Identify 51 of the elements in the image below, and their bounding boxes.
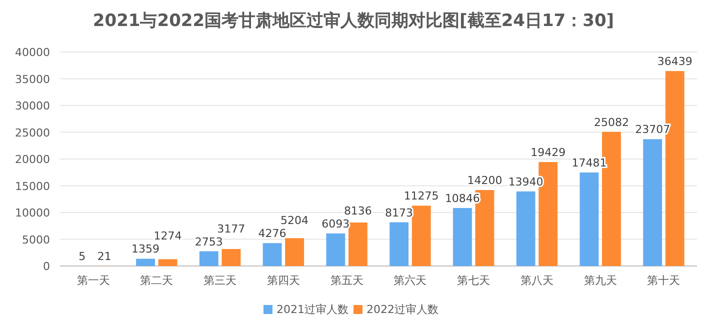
data-label: 2753 [194,235,223,248]
x-tick-label: 第三天 [204,274,237,287]
bar [262,243,282,266]
data-label: 3177 [217,222,246,236]
data-label: 1274 [154,230,182,243]
data-label: 8136 [344,204,372,218]
legend-label: 2021过审人数 [276,303,348,316]
data-label: 19429 [530,146,566,160]
legend-label: 2022过审人数 [366,303,438,316]
y-tick-label: 15000 [15,180,50,193]
bar [580,172,599,266]
bar [412,206,431,266]
y-tick-label: 25000 [15,126,50,140]
bar [390,222,409,266]
chart-title: 2021与2022国考甘肃地区过审人数同期对比图[截至24日17：30] [92,11,614,31]
bar [326,233,346,266]
data-label: 4276 [258,227,286,240]
data-label: 36439 [657,55,692,68]
x-tick-label: 第七天 [457,274,490,287]
data-label: 5204 [280,214,309,228]
data-label: 1359 [132,242,160,256]
bar [285,238,304,266]
x-tick-label: 第二天 [140,274,174,287]
bar [222,249,241,266]
bar [158,259,178,266]
bar [452,208,472,266]
x-tick-label: 第四天 [266,274,300,287]
bar [136,258,155,266]
y-tick-label: 0 [43,260,50,273]
x-tick-label: 第五天 [330,274,364,287]
x-tick-label: 第九天 [584,274,617,287]
x-tick-label: 第一天 [76,274,110,287]
y-tick-label: 30000 [15,100,50,112]
x-tick-label: 第八天 [520,274,554,287]
x-tick-label: 第六天 [394,274,427,287]
bar [199,251,218,266]
y-tick-label: 40000 [15,46,50,59]
data-label: 11275 [404,190,439,203]
bar [516,191,536,266]
data-label: 6093 [322,217,350,230]
data-label: 21 [97,250,112,263]
data-label: 5 [78,250,86,263]
y-tick-label: 35000 [15,72,50,86]
x-tick-label: 第十天 [647,274,680,287]
y-tick-label: 20000 [15,153,50,166]
data-label: 14200 [467,174,502,188]
bar [643,139,662,266]
y-tick-label: 10000 [15,206,50,220]
bar [348,222,368,266]
y-tick-label: 5000 [22,233,50,246]
data-label: 25082 [594,116,629,129]
